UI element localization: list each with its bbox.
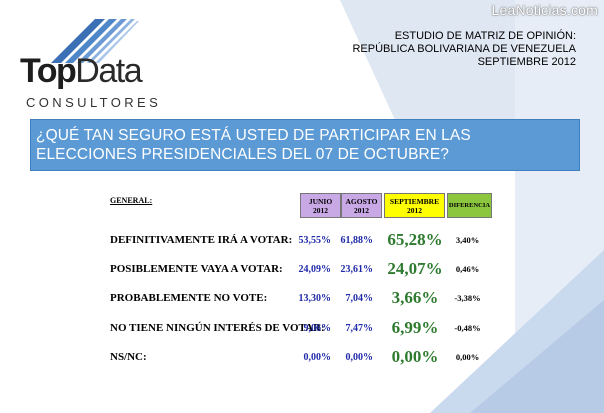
logo-word-data: Data xyxy=(75,52,142,90)
row-label: POSIBLEMENTE VAYA A VOTAR: xyxy=(110,263,283,275)
value-junio: 24,09% xyxy=(298,264,332,275)
row-label: DEFINITIVAMENTE IRÁ A VOTAR: xyxy=(110,234,293,246)
header-septiembre: SEPTIEMBRE 2012 xyxy=(384,193,445,218)
value-junio: 9,06% xyxy=(303,323,332,334)
row-label: NO TIENE NINGÚN INTERÉS DE VOTAR: xyxy=(110,322,325,334)
value-septiembre: 65,28% xyxy=(387,230,443,249)
study-header: ESTUDIO DE MATRIZ DE OPINIÓN: REPÚBLICA … xyxy=(296,30,576,69)
row-label: NS/NC: xyxy=(110,351,147,363)
deco-bottom-triangle-light xyxy=(470,300,604,413)
watermark: LeaNoticias.com xyxy=(491,2,598,18)
header-diferencia: DIFERENCIA xyxy=(447,193,492,218)
logo-wordmark: TopData xyxy=(20,52,143,90)
value-diferencia: -0,48% xyxy=(454,323,481,333)
value-agosto: 0,00% xyxy=(345,352,374,363)
value-agosto: 7,04% xyxy=(345,293,374,304)
table-row: NS/NC: 0,00% 0,00% 0,00% 0,00% xyxy=(0,347,604,371)
value-diferencia: 0,46% xyxy=(455,264,480,274)
study-line-3: SEPTIEMBRE 2012 xyxy=(477,56,576,68)
question-bar: ¿QUÉ TAN SEGURO ESTÁ USTED DE PARTICIPAR… xyxy=(30,119,580,171)
value-agosto: 23,61% xyxy=(340,264,374,275)
question-text: ¿QUÉ TAN SEGURO ESTÁ USTED DE PARTICIPAR… xyxy=(36,127,471,163)
value-agosto: 61,88% xyxy=(340,235,374,246)
table-row: DEFINITIVAMENTE IRÁ A VOTAR: 53,55% 61,8… xyxy=(0,230,604,254)
table-row: NO TIENE NINGÚN INTERÉS DE VOTAR: 9,06% … xyxy=(0,318,604,342)
logo-word-top: Top xyxy=(20,52,77,90)
value-junio: 13,30% xyxy=(298,293,332,304)
table-row: PROBABLEMENTE NO VOTE: 13,30% 7,04% 3,66… xyxy=(0,288,604,312)
value-agosto: 7,47% xyxy=(345,323,374,334)
value-septiembre: 0,00% xyxy=(391,347,439,366)
row-label: PROBABLEMENTE NO VOTE: xyxy=(110,292,268,304)
header-agosto: AGOSTO 2012 xyxy=(341,193,382,218)
header-junio: JUNIO 2012 xyxy=(300,193,341,218)
value-diferencia: 3,40% xyxy=(455,235,480,245)
table-row: POSIBLEMENTE VAYA A VOTAR: 24,09% 23,61%… xyxy=(0,259,604,283)
value-diferencia: 0,00% xyxy=(455,352,480,362)
value-septiembre: 3,66% xyxy=(391,288,439,307)
value-junio: 53,55% xyxy=(298,235,332,246)
study-line-1: ESTUDIO DE MATRIZ DE OPINIÓN: xyxy=(394,30,576,42)
value-diferencia: -3,38% xyxy=(454,293,481,303)
logo-subtitle: CONSULTORES xyxy=(26,95,162,110)
value-junio: 0,00% xyxy=(303,352,332,363)
value-septiembre: 24,07% xyxy=(387,259,443,278)
topdata-logo-icon xyxy=(51,19,139,63)
section-label: GENERAL: xyxy=(110,196,153,205)
value-septiembre: 6,99% xyxy=(391,318,439,337)
study-line-2: REPÚBLICA BOLIVARIANA DE VENEZUELA xyxy=(352,43,576,55)
